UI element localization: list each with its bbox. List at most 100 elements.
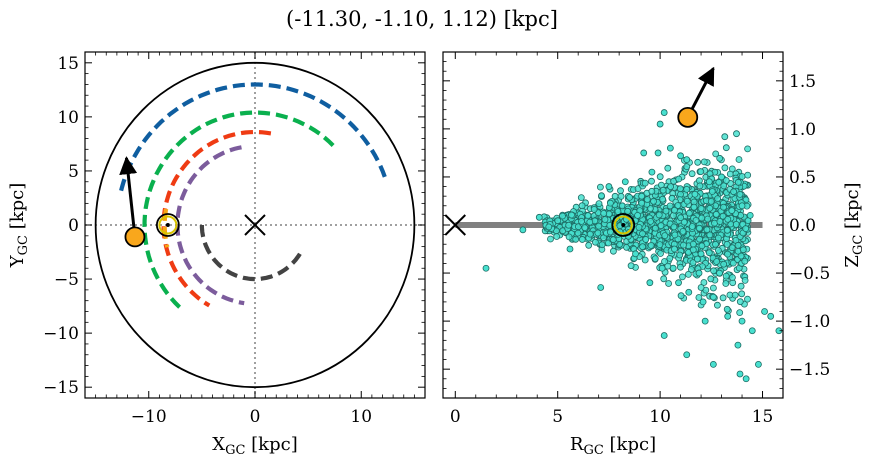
star-point	[697, 284, 705, 291]
star-point	[586, 218, 594, 226]
outlier-point	[535, 213, 543, 221]
y-tick-label: −0.5	[789, 264, 830, 284]
outlier-point	[640, 149, 648, 157]
object-marker	[124, 226, 146, 248]
star-point	[703, 226, 711, 234]
star-point	[595, 222, 603, 230]
star-point	[723, 226, 731, 234]
star-point	[648, 177, 655, 185]
star-point	[679, 227, 687, 235]
star-point	[547, 235, 554, 243]
star-point	[660, 275, 668, 283]
star-point	[641, 256, 649, 264]
star-point	[671, 231, 679, 239]
outlier-point	[605, 183, 613, 190]
left-axes: −10 0 10 −15 −10 −5 0 5 10 15	[43, 52, 425, 427]
right-x-axis-label: RGC [kpc]	[570, 434, 656, 458]
star-point	[731, 291, 739, 299]
y-tick-label: −1.0	[789, 312, 830, 332]
y-tick-label: 1.5	[789, 72, 816, 92]
star-point	[656, 173, 664, 181]
outlier-point	[716, 269, 723, 277]
star-point	[744, 295, 751, 303]
outlier-point	[654, 149, 662, 157]
y-tick-label: −5	[54, 270, 79, 290]
star-point	[578, 202, 586, 210]
outlier-point	[718, 173, 725, 181]
outlier-point	[742, 375, 750, 383]
star-point	[732, 220, 740, 228]
star-point	[617, 187, 624, 195]
star-point	[723, 240, 731, 248]
velocity-arrow	[119, 156, 138, 238]
star-point	[627, 262, 635, 270]
star-point	[577, 194, 585, 202]
star-point	[676, 185, 684, 193]
star-point	[715, 178, 723, 186]
star-point	[568, 211, 575, 219]
outlier-point	[566, 245, 574, 253]
star-point	[665, 280, 672, 287]
star-point	[720, 260, 728, 268]
left-plot-area	[85, 52, 425, 398]
star-point	[695, 294, 703, 301]
series-arc-2	[142, 110, 335, 313]
outlier-point	[767, 312, 775, 320]
outlier-point	[701, 317, 709, 325]
star-point	[680, 241, 687, 249]
outlier-point	[660, 109, 668, 116]
star-point	[724, 215, 732, 223]
y-tick-label: 0.5	[789, 168, 816, 188]
outlier-point	[621, 178, 629, 186]
star-point	[674, 202, 682, 209]
outlier-point	[482, 264, 490, 272]
sun-center-dot	[165, 223, 170, 227]
star-point	[597, 183, 604, 191]
star-point	[700, 279, 708, 286]
star-point	[710, 267, 717, 275]
star-point	[734, 241, 742, 249]
star-point	[585, 241, 593, 249]
star-point	[722, 177, 730, 184]
star-point	[694, 255, 701, 263]
star-point	[611, 192, 619, 200]
star-point	[675, 175, 683, 183]
star-point	[680, 218, 688, 226]
star-point	[744, 145, 751, 153]
outlier-point	[677, 152, 684, 160]
star-point	[554, 217, 562, 225]
star-point	[553, 233, 561, 240]
star-point	[742, 225, 750, 233]
star-point	[722, 280, 730, 287]
star-point	[666, 202, 674, 210]
star-point	[697, 168, 705, 176]
star-point	[647, 205, 654, 212]
star-point	[741, 257, 749, 265]
right-y-axis-label: ZGC [kpc]	[842, 182, 866, 267]
star-point	[617, 192, 625, 200]
outlier-point	[755, 360, 762, 368]
x-tick-label: 5	[552, 407, 563, 427]
outlier-point	[691, 190, 699, 198]
star-point	[698, 214, 706, 222]
x-tick-label: 10	[649, 407, 671, 427]
star-point	[655, 211, 663, 219]
star-point	[736, 309, 744, 317]
outlier-point	[634, 211, 641, 219]
star-point	[689, 240, 697, 248]
outlier-point	[683, 351, 691, 359]
star-point	[741, 276, 749, 284]
star-point	[712, 150, 720, 158]
object-marker	[677, 106, 699, 128]
star-point	[656, 241, 664, 249]
outlier-point	[675, 279, 682, 287]
star-point	[639, 243, 646, 251]
star-point	[738, 290, 746, 298]
x-tick-label: 15	[752, 407, 774, 427]
outlier-point	[632, 250, 639, 258]
series-arc-5	[199, 225, 303, 282]
outlier-point	[660, 332, 668, 339]
star-point	[713, 258, 720, 265]
star-point	[694, 158, 702, 166]
